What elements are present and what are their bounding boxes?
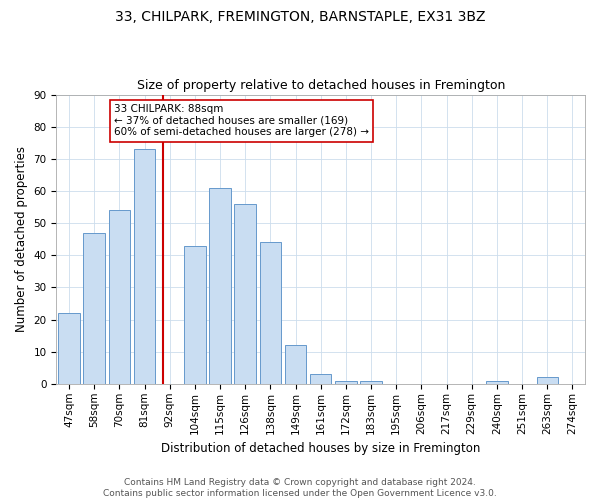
Bar xyxy=(184,246,206,384)
Bar xyxy=(83,233,105,384)
Y-axis label: Number of detached properties: Number of detached properties xyxy=(15,146,28,332)
X-axis label: Distribution of detached houses by size in Fremington: Distribution of detached houses by size … xyxy=(161,442,481,455)
Text: 33 CHILPARK: 88sqm
← 37% of detached houses are smaller (169)
60% of semi-detach: 33 CHILPARK: 88sqm ← 37% of detached hou… xyxy=(114,104,369,138)
Bar xyxy=(486,380,508,384)
Bar xyxy=(235,204,256,384)
Bar xyxy=(310,374,331,384)
Bar xyxy=(335,380,356,384)
Bar xyxy=(134,149,155,384)
Bar xyxy=(209,188,231,384)
Title: Size of property relative to detached houses in Fremington: Size of property relative to detached ho… xyxy=(137,79,505,92)
Bar xyxy=(361,380,382,384)
Text: Contains HM Land Registry data © Crown copyright and database right 2024.
Contai: Contains HM Land Registry data © Crown c… xyxy=(103,478,497,498)
Bar xyxy=(260,242,281,384)
Text: 33, CHILPARK, FREMINGTON, BARNSTAPLE, EX31 3BZ: 33, CHILPARK, FREMINGTON, BARNSTAPLE, EX… xyxy=(115,10,485,24)
Bar xyxy=(285,346,306,384)
Bar xyxy=(58,313,80,384)
Bar xyxy=(536,378,558,384)
Bar xyxy=(109,210,130,384)
